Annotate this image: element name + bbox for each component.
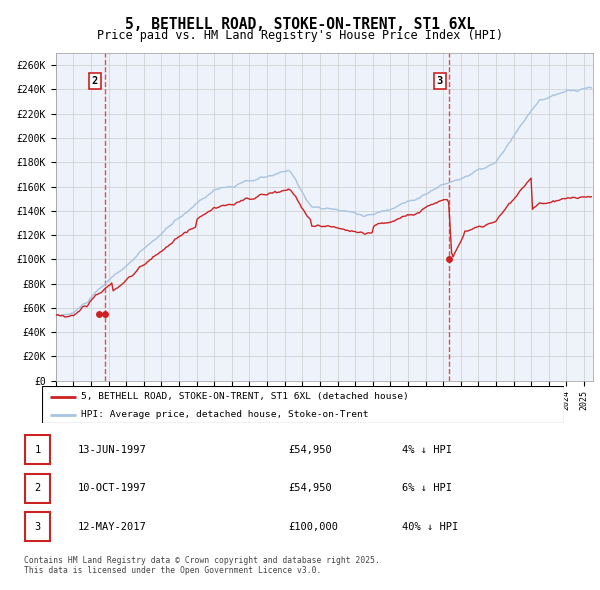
Text: 5, BETHELL ROAD, STOKE-ON-TRENT, ST1 6XL: 5, BETHELL ROAD, STOKE-ON-TRENT, ST1 6XL (125, 17, 475, 31)
Text: 3: 3 (34, 522, 41, 532)
Text: 10-OCT-1997: 10-OCT-1997 (78, 483, 147, 493)
Text: 1: 1 (34, 445, 41, 455)
Text: £100,000: £100,000 (288, 522, 338, 532)
Text: 6% ↓ HPI: 6% ↓ HPI (402, 483, 452, 493)
Text: 2: 2 (92, 76, 98, 86)
Text: £54,950: £54,950 (288, 483, 332, 493)
Text: 40% ↓ HPI: 40% ↓ HPI (402, 522, 458, 532)
Text: 2: 2 (34, 483, 41, 493)
Text: 4% ↓ HPI: 4% ↓ HPI (402, 445, 452, 455)
Text: 3: 3 (437, 76, 443, 86)
Text: HPI: Average price, detached house, Stoke-on-Trent: HPI: Average price, detached house, Stok… (81, 411, 368, 419)
Text: £54,950: £54,950 (288, 445, 332, 455)
Text: Price paid vs. HM Land Registry's House Price Index (HPI): Price paid vs. HM Land Registry's House … (97, 30, 503, 42)
Point (100, 309, 109, 319)
Point (94, 309, 104, 319)
Text: Contains HM Land Registry data © Crown copyright and database right 2025.
This d: Contains HM Land Registry data © Crown c… (24, 556, 380, 575)
Text: 13-JUN-1997: 13-JUN-1997 (78, 445, 147, 455)
Point (445, 254, 454, 264)
Text: 12-MAY-2017: 12-MAY-2017 (78, 522, 147, 532)
Text: 5, BETHELL ROAD, STOKE-ON-TRENT, ST1 6XL (detached house): 5, BETHELL ROAD, STOKE-ON-TRENT, ST1 6XL… (81, 392, 409, 401)
